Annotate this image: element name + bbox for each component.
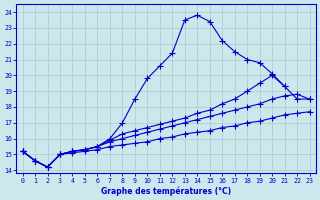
X-axis label: Graphe des températures (°C): Graphe des températures (°C) xyxy=(101,186,231,196)
